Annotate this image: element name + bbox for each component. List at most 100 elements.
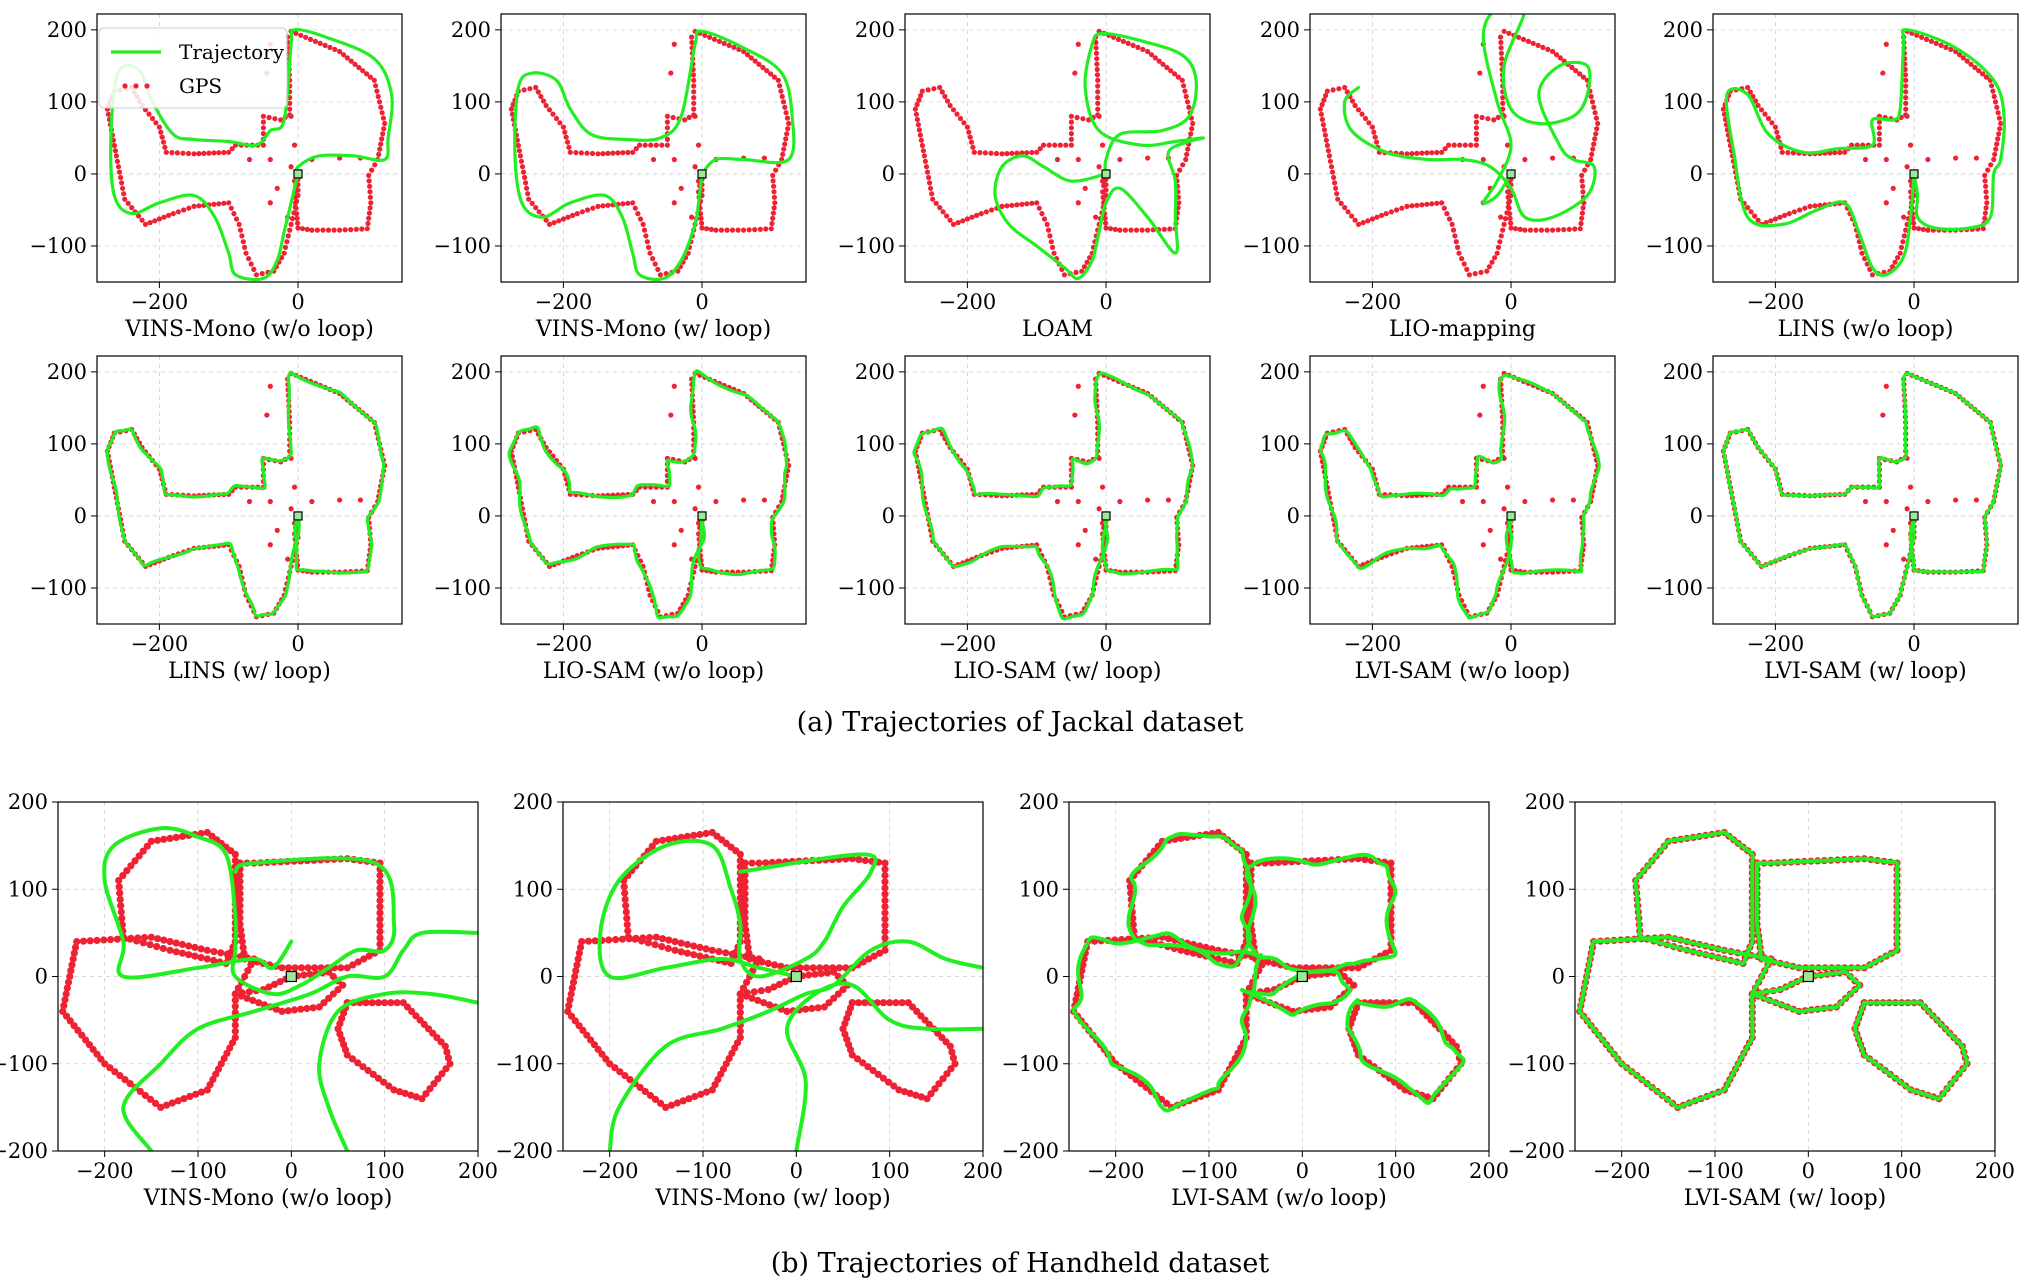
gps-point	[1361, 856, 1369, 864]
gps-point	[606, 1060, 614, 1068]
gps-point	[1948, 46, 1954, 53]
gps-point	[169, 150, 175, 156]
gps-point	[127, 862, 135, 870]
gps-point	[564, 139, 571, 145]
gps-point	[702, 1088, 711, 1096]
gps-point	[912, 106, 919, 112]
gps-point	[1494, 250, 1500, 256]
gps-point	[244, 967, 252, 975]
gps-point	[1051, 250, 1057, 256]
gps-point	[1973, 497, 1980, 503]
gps-point	[780, 151, 786, 157]
gps-point	[265, 983, 273, 991]
gps-point	[112, 148, 118, 154]
y-tick-label: 100	[47, 90, 87, 114]
gps-point	[1486, 264, 1492, 270]
origin-marker	[1101, 511, 1111, 521]
gps-point	[777, 83, 783, 89]
gps-point	[236, 902, 244, 910]
gps-point	[153, 120, 159, 126]
gps-point	[1763, 220, 1769, 226]
gps-point	[174, 150, 180, 156]
gps-point	[387, 999, 395, 1007]
gps-point	[1928, 38, 1934, 45]
gps-point	[236, 914, 244, 922]
gps-point	[236, 908, 244, 916]
gps-point	[685, 1095, 693, 1103]
gps-point	[771, 189, 777, 195]
gps-point	[1034, 149, 1040, 155]
x-tick-label: −200	[1087, 1159, 1145, 1183]
gps-point	[1137, 1080, 1145, 1088]
gps-point	[160, 139, 167, 145]
gps-point	[376, 921, 384, 930]
gps-point	[743, 938, 751, 946]
gps-point	[1508, 220, 1514, 226]
gps-point	[1557, 55, 1563, 61]
gps-point	[881, 921, 889, 930]
gps-point	[1074, 114, 1080, 121]
gps-point	[1221, 956, 1229, 965]
gps-point	[238, 989, 246, 997]
gps-point	[135, 852, 143, 860]
gps-point	[1079, 961, 1087, 969]
gps-point	[291, 142, 298, 148]
trajectory-line	[507, 369, 789, 620]
gps-point	[260, 119, 266, 125]
gps-point	[418, 1095, 426, 1103]
gps-point	[1167, 226, 1173, 232]
gps-point	[708, 226, 714, 232]
gps-point	[307, 36, 314, 43]
gps-point	[691, 1092, 699, 1101]
y-tick-label: −100	[29, 234, 87, 258]
gps-point	[289, 216, 296, 222]
gps-point	[565, 1002, 573, 1010]
gps-point	[210, 948, 218, 956]
gps-point	[1183, 156, 1189, 163]
gps-point	[1580, 205, 1586, 211]
gps-point	[180, 150, 186, 156]
gps-point	[382, 120, 388, 127]
gps-point	[595, 151, 601, 157]
x-tick-label: 0	[695, 632, 708, 656]
gps-point	[1504, 484, 1511, 490]
gps-point	[337, 227, 343, 233]
gps-point	[170, 211, 176, 217]
gps-point	[1048, 239, 1054, 245]
gps-point	[1095, 100, 1101, 106]
gps-point	[770, 983, 778, 991]
y-tick-label: 0	[74, 504, 87, 528]
gps-point	[1720, 106, 1726, 112]
gps-point	[944, 213, 950, 219]
gps-point	[201, 150, 207, 156]
gps-point	[1907, 484, 1914, 490]
gps-point	[1455, 244, 1461, 250]
gps-point	[683, 832, 692, 841]
gps-point	[942, 93, 948, 100]
gps-point	[348, 58, 354, 64]
gps-point	[1047, 233, 1053, 239]
gps-point	[741, 859, 749, 867]
gps-point	[1890, 527, 1896, 533]
gps-point	[562, 129, 568, 135]
gps-point	[1982, 172, 1988, 178]
trajectory-line	[317, 990, 478, 1151]
plot-area	[104, 370, 388, 620]
gps-point	[1580, 189, 1586, 195]
gps-point	[366, 215, 372, 221]
gps-point	[146, 941, 154, 949]
gps-point	[295, 192, 301, 199]
gps-point	[366, 172, 372, 178]
gps-point	[1895, 255, 1901, 261]
gps-point	[1336, 86, 1342, 92]
gps-point	[670, 114, 676, 121]
gps-point	[650, 498, 657, 505]
gps-point	[1998, 120, 2004, 127]
gps-point	[231, 990, 239, 998]
gps-point	[191, 151, 197, 157]
gps-point	[197, 945, 205, 953]
y-tick-label: 200	[47, 360, 87, 384]
gps-point	[1068, 119, 1074, 125]
